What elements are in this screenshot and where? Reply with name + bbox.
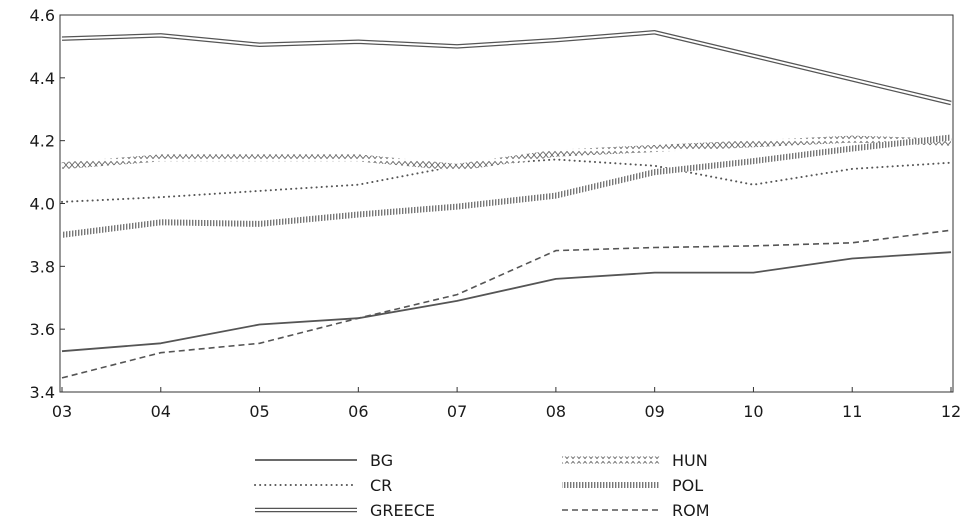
series-cr-line <box>61 158 952 203</box>
x-tick-label: 03 <box>52 402 72 421</box>
y-tick-label: 4.6 <box>30 6 55 25</box>
legend-item-greece: GREECE <box>255 501 435 520</box>
x-tick-label: 09 <box>644 402 664 421</box>
x-tick-label: 04 <box>151 402 171 421</box>
series-bg-line <box>61 251 952 353</box>
legend-item-hun: HUN <box>562 451 708 470</box>
y-tick-label: 3.4 <box>30 383 55 402</box>
legend-label-cr: CR <box>370 476 392 495</box>
series-hun <box>61 135 952 171</box>
legend-item-pol: POL <box>562 476 703 495</box>
x-tick-label: 05 <box>249 402 269 421</box>
y-tick-label: 4.4 <box>30 69 55 88</box>
series-layer <box>61 30 952 379</box>
series-pol <box>61 134 952 238</box>
legend-label-rom: ROM <box>672 501 710 520</box>
series-greece-line-inner <box>61 31 952 104</box>
y-axis: 3.4 3.6 3.8 4.0 4.2 4.4 4.6 <box>30 6 65 402</box>
y-tick-label: 4.2 <box>30 132 55 151</box>
legend-item-cr: CR <box>254 476 392 495</box>
y-tick-label: 4.0 <box>30 195 55 214</box>
series-pol-line <box>61 134 952 238</box>
series-hun-line <box>61 135 952 171</box>
legend-label-bg: BG <box>370 451 393 470</box>
legend-item-rom: ROM <box>562 501 710 520</box>
x-tick-label: 06 <box>348 402 368 421</box>
series-greece <box>61 30 952 106</box>
legend-label-greece: GREECE <box>370 501 435 520</box>
legend-item-bg: BG <box>255 451 393 470</box>
x-tick-label: 10 <box>743 402 763 421</box>
legend-label-pol: POL <box>672 476 703 495</box>
x-tick-label: 08 <box>546 402 566 421</box>
x-tick-label: 07 <box>447 402 467 421</box>
x-tick-label: 11 <box>842 402 862 421</box>
series-rom <box>61 229 952 379</box>
x-axis: 03 04 05 06 07 08 09 10 11 12 <box>52 387 961 421</box>
y-tick-label: 3.8 <box>30 257 55 276</box>
series-rom-line <box>61 229 952 379</box>
legend: BG CR GREECE HUN POL ROM <box>254 451 710 520</box>
x-tick-label: 12 <box>941 402 961 421</box>
y-tick-label: 3.6 <box>30 320 55 339</box>
series-cr <box>61 158 952 203</box>
legend-label-hun: HUN <box>672 451 708 470</box>
series-bg <box>61 251 952 353</box>
